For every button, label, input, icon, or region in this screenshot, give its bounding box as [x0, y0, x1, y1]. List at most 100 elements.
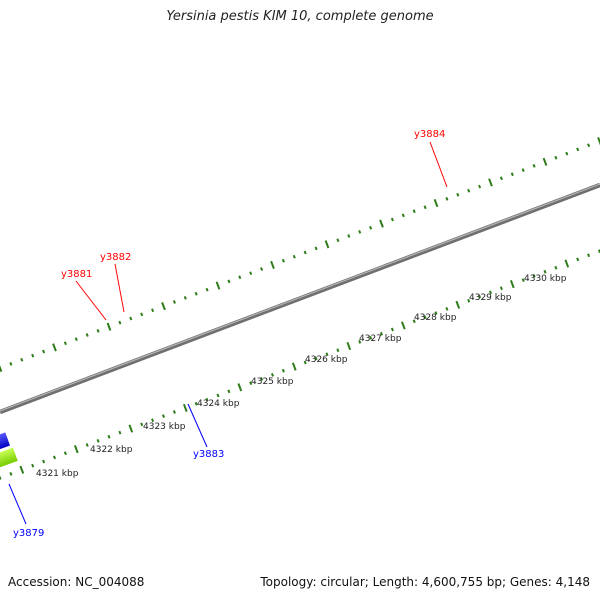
label-y3884[interactable]: y3884: [414, 129, 445, 140]
inner-major-tick: [182, 403, 188, 412]
inner-minor-tick: [303, 360, 307, 365]
kbp-label-4324: 4324 kbp: [197, 399, 240, 409]
inner-major-tick: [19, 465, 25, 474]
outer-minor-tick: [183, 296, 187, 300]
label-y3882[interactable]: y3882: [100, 252, 131, 263]
outer-major-tick: [433, 198, 439, 208]
label-y3881[interactable]: y3881: [61, 269, 92, 280]
inner-minor-tick: [478, 294, 482, 299]
outer-minor-tick: [74, 337, 78, 341]
accession-text: Accession: NC_004088: [8, 575, 145, 589]
inner-major-tick: [509, 280, 515, 289]
inner-major-tick: [455, 300, 461, 309]
outer-minor-tick: [31, 353, 35, 358]
outer-minor-tick: [369, 225, 373, 230]
inner-major-tick: [128, 424, 134, 433]
outer-minor-tick: [478, 184, 482, 189]
outer-minor-tick: [129, 316, 133, 321]
outer-major-tick: [215, 281, 221, 290]
inner-minor-tick: [151, 418, 155, 423]
outer-minor-tick: [314, 246, 318, 251]
inner-minor-tick: [52, 455, 57, 460]
inner-minor-tick: [554, 265, 558, 270]
gene-y3879[interactable]: [0, 432, 11, 450]
inner-minor-tick: [336, 348, 340, 353]
outer-minor-tick: [292, 254, 296, 259]
inner-minor-tick: [194, 401, 198, 406]
genome-backbone: [0, 182, 600, 415]
inner-minor-tick: [379, 331, 384, 336]
inner-minor-tick: [412, 319, 416, 324]
inner-minor-tick: [31, 463, 35, 468]
outer-minor-tick: [423, 205, 427, 210]
map-title: Yersinia pestis KIM 10, complete genome: [166, 9, 434, 24]
outer-minor-tick: [587, 143, 591, 148]
outer-minor-tick: [554, 155, 558, 160]
inner-minor-tick: [118, 430, 122, 435]
leader-y3882: [114, 263, 125, 313]
inner-minor-tick: [521, 278, 525, 282]
outer-minor-tick: [205, 287, 209, 292]
outer-minor-tick: [390, 217, 394, 222]
inner-minor-tick: [314, 356, 318, 361]
outer-minor-tick: [401, 213, 405, 218]
inner-major-tick: [237, 383, 243, 392]
inner-minor-tick: [42, 459, 46, 464]
inner-minor-tick: [0, 476, 2, 480]
outer-minor-tick: [456, 192, 460, 197]
topology-text: Topology: circular; Length: 4,600,755 bp…: [260, 575, 590, 589]
label-y3879[interactable]: y3879: [13, 528, 44, 539]
inner-tick-ring: [0, 249, 600, 480]
inner-minor-tick: [260, 377, 264, 381]
outer-minor-tick: [140, 312, 144, 317]
outer-minor-tick: [532, 164, 536, 168]
inner-minor-tick: [205, 397, 209, 402]
outer-major-tick: [379, 219, 384, 228]
outer-minor-tick: [412, 209, 416, 214]
inner-minor-tick: [161, 414, 166, 418]
inner-minor-tick: [172, 410, 176, 414]
feature-green[interactable]: [0, 447, 18, 469]
inner-minor-tick: [107, 434, 111, 439]
inner-minor-tick: [227, 389, 231, 394]
outer-minor-tick: [303, 250, 307, 255]
outer-minor-tick: [260, 267, 264, 271]
outer-minor-tick: [96, 329, 100, 333]
outer-minor-tick: [85, 333, 89, 337]
outer-major-tick: [488, 178, 493, 187]
inner-minor-tick: [499, 286, 503, 291]
outer-minor-tick: [118, 320, 122, 325]
label-y3883[interactable]: y3883: [193, 449, 224, 460]
scale-labels: 4321 kbp 4322 kbp 4323 kbp 4324 kbp 4325…: [36, 274, 567, 479]
outer-minor-tick: [347, 234, 351, 238]
kbp-label-4329: 4329 kbp: [469, 293, 512, 303]
outer-minor-tick: [445, 197, 449, 201]
kbp-label-4323: 4323 kbp: [143, 422, 186, 432]
outer-minor-tick: [510, 172, 514, 177]
inner-minor-tick: [270, 373, 275, 377]
inner-minor-tick: [281, 368, 285, 373]
inner-major-tick: [346, 341, 352, 351]
outer-minor-tick: [249, 271, 253, 275]
inner-major-tick: [291, 362, 297, 371]
inner-minor-tick: [216, 393, 220, 398]
inner-minor-tick: [423, 315, 427, 320]
inner-major-tick: [564, 259, 570, 268]
outer-minor-tick: [151, 308, 155, 313]
inner-minor-tick: [532, 274, 536, 278]
inner-minor-tick: [576, 257, 580, 262]
outer-major-tick: [106, 322, 112, 331]
outer-major-tick: [52, 343, 57, 352]
inner-minor-tick: [390, 327, 394, 332]
kbp-label-4322: 4322 kbp: [90, 445, 133, 455]
outer-minor-tick: [521, 168, 525, 172]
inner-minor-tick: [488, 290, 493, 295]
outer-major-tick: [542, 157, 548, 166]
leader-y3883: [187, 403, 208, 448]
outer-minor-tick: [358, 230, 362, 234]
inner-minor-tick: [85, 443, 89, 447]
inner-minor-tick: [369, 335, 373, 340]
leader-y3879: [8, 483, 27, 525]
inner-minor-tick: [543, 269, 547, 274]
outer-minor-tick: [467, 188, 471, 193]
